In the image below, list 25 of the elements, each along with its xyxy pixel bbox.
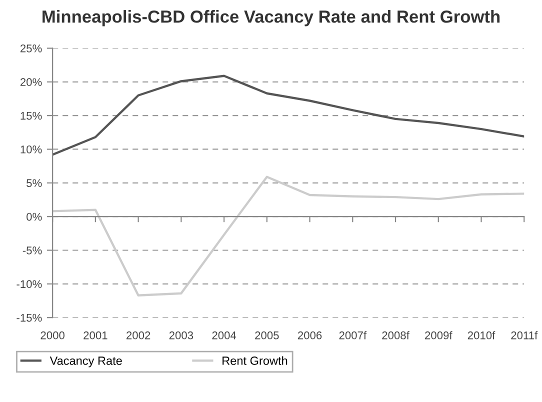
- x-tick-label: 2001: [84, 331, 108, 340]
- y-tick-label: 0%: [26, 212, 42, 221]
- y-tick-label: -10%: [16, 280, 42, 288]
- legend-label: Vacancy Rate: [50, 356, 122, 368]
- x-tick-label: 2011f: [511, 331, 538, 340]
- x-tick-label: 2008f: [382, 331, 410, 340]
- x-tick-label: 2009f: [425, 331, 452, 340]
- y-tick-label: 20%: [20, 78, 42, 86]
- y-tick-label: 25%: [20, 44, 42, 52]
- x-tick-label: 2004: [212, 331, 236, 340]
- x-tick-label: 2005: [255, 331, 279, 340]
- y-tick-label: -15%: [16, 314, 42, 322]
- x-tick-label: 2003: [169, 331, 194, 340]
- line-series: [52, 74, 524, 156]
- y-tick-label: 10%: [20, 146, 42, 154]
- x-tick-label: 2010f: [468, 331, 496, 340]
- x-tick-label: 2000: [40, 331, 64, 340]
- y-tick-label: -5%: [22, 246, 42, 254]
- legend-label: Rent Growth: [222, 356, 288, 365]
- chart-title: Minneapolis-CBD Office Vacancy Rate and Rent Growth: [42, 10, 500, 26]
- x-tick-label: 2007f: [339, 331, 367, 340]
- x-tick-label: 2002: [126, 331, 150, 340]
- x-tick-label: 2006: [298, 331, 322, 340]
- y-tick-label: 15%: [20, 112, 42, 120]
- y-tick-label: 5%: [26, 179, 42, 188]
